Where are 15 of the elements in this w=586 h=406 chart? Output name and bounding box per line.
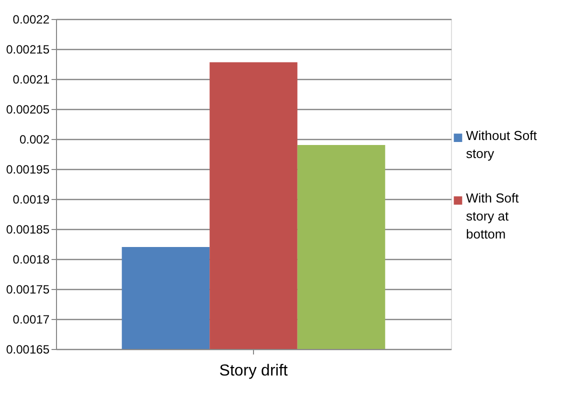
y-tick-label: 0.0018	[12, 252, 50, 266]
x-tick-label: Story drift	[219, 362, 288, 380]
y-tick-label: 0.0019	[12, 192, 50, 206]
y-tick-label: 0.00165	[6, 342, 50, 356]
y-tick-label: 0.0017	[12, 312, 50, 326]
y-tick-label: 0.00205	[6, 102, 50, 116]
y-tick-label: 0.00215	[6, 42, 50, 56]
y-tick-label: 0.00195	[6, 162, 50, 176]
legend-label: Without Soft story	[466, 128, 538, 161]
y-tick-label: 0.00175	[6, 282, 50, 296]
y-tick-label: 0.0022	[12, 12, 50, 26]
legend-label: With Soft story at bottom	[466, 190, 520, 242]
y-tick-label: 0.00185	[6, 222, 50, 236]
y-tick-label: 0.0021	[12, 72, 50, 86]
y-tick-label: 0.002	[19, 132, 50, 146]
